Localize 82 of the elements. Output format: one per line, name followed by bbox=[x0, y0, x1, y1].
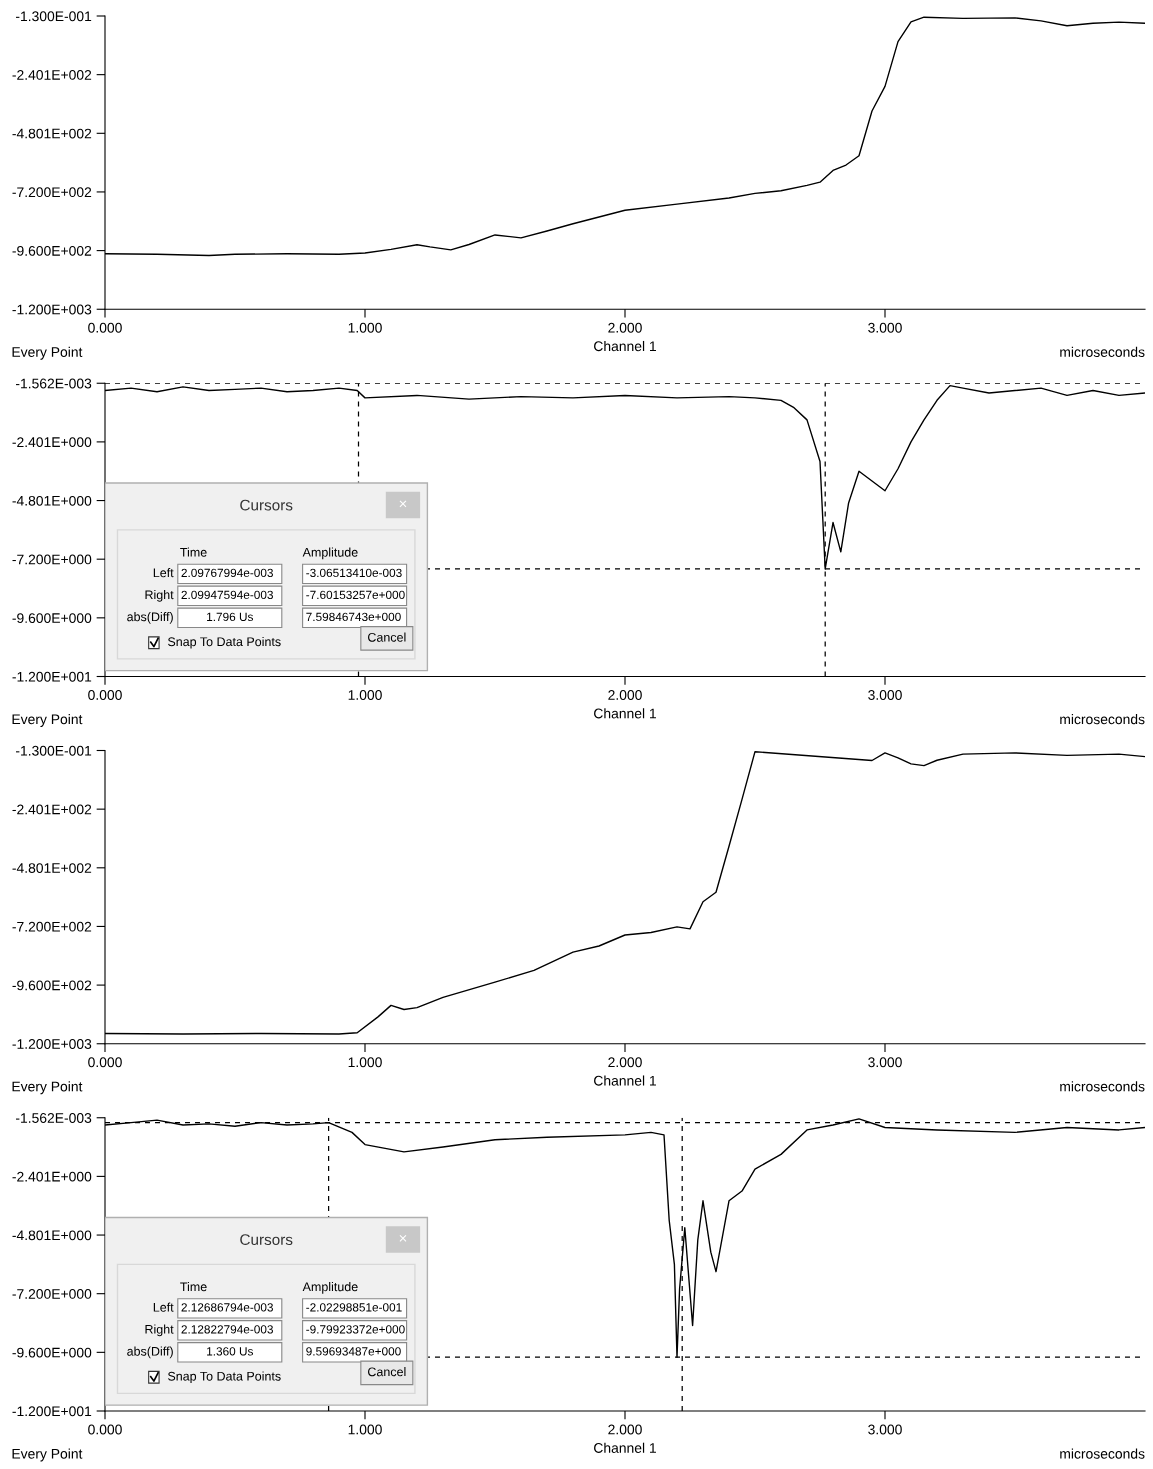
x-tick-label: 3.000 bbox=[868, 690, 902, 700]
annotation: 2.12822794e-003 bbox=[181, 1325, 273, 1334]
annotation: -3.06513410e-003 bbox=[306, 568, 402, 578]
x-tick-label: 1.000 bbox=[348, 1057, 382, 1068]
annotation: Amplitude bbox=[302, 1282, 358, 1294]
annotation: Snap To Data Points bbox=[167, 1371, 281, 1384]
x-tick-label: 0.000 bbox=[88, 690, 122, 700]
y-tick-label: -7.200E+002 bbox=[12, 187, 92, 198]
y-tick-label: -1.200E+001 bbox=[12, 671, 92, 682]
x-axis-title: Channel 1 bbox=[594, 1075, 656, 1086]
annotation: Right bbox=[145, 590, 174, 602]
y-tick-label: -2.401E+002 bbox=[12, 69, 92, 80]
annotation: Cursors bbox=[240, 1234, 293, 1246]
y-tick-label: -1.562E-003 bbox=[15, 378, 92, 389]
annotation: Cancel bbox=[368, 1367, 406, 1377]
x-tick-label: 3.000 bbox=[868, 322, 902, 333]
y-tick-label: -9.600E+002 bbox=[12, 245, 92, 256]
annotation: 1.796 Us bbox=[207, 612, 253, 622]
x-axis-title: Channel 1 bbox=[594, 1442, 656, 1453]
x-tick-label: 2.000 bbox=[608, 1424, 642, 1435]
text: Every Point bbox=[12, 346, 83, 360]
y-tick-label: -1.200E+003 bbox=[12, 304, 92, 315]
x-tick-label: 0.000 bbox=[88, 1424, 122, 1435]
x-tick-label: 2.000 bbox=[608, 690, 642, 700]
x-tick-label: 2.000 bbox=[608, 322, 642, 333]
x-axis-title: Channel 1 bbox=[594, 340, 656, 352]
text: microseconds bbox=[1060, 714, 1145, 725]
y-tick-label: -4.801E+000 bbox=[12, 495, 92, 506]
annotation: abs(Diff) bbox=[127, 1346, 173, 1359]
annotation: Cancel bbox=[368, 632, 406, 642]
annotation: abs(Diff) bbox=[127, 612, 173, 624]
annotation: -7.60153257e+000 bbox=[306, 590, 405, 600]
y-tick-label: -2.401E+002 bbox=[12, 804, 92, 815]
text: Every Point bbox=[12, 1448, 83, 1462]
y-tick-label: -9.600E+000 bbox=[12, 613, 92, 624]
annotation: 2.09767994e-003 bbox=[181, 568, 273, 578]
annotation: -2.02298851e-001 bbox=[306, 1303, 402, 1312]
y-tick-label: -4.801E+002 bbox=[12, 128, 92, 139]
y-tick-label: -7.200E+000 bbox=[12, 1289, 92, 1299]
text: microseconds bbox=[1060, 1081, 1145, 1092]
text: microseconds bbox=[1060, 346, 1145, 357]
x-tick-label: 1.000 bbox=[348, 1424, 382, 1435]
text: Every Point bbox=[12, 714, 83, 727]
annotation: Cursors bbox=[240, 499, 293, 511]
y-tick-label: -2.401E+000 bbox=[12, 437, 92, 448]
annotation: × bbox=[399, 500, 407, 508]
text: Every Point bbox=[12, 1081, 83, 1095]
x-tick-label: 3.000 bbox=[868, 1424, 902, 1435]
y-tick-label: -4.801E+002 bbox=[12, 863, 92, 873]
y-tick-label: -7.200E+000 bbox=[12, 554, 92, 565]
y-tick-label: -1.300E-001 bbox=[15, 745, 92, 756]
annotation: 9.59693487e+000 bbox=[306, 1347, 401, 1356]
x-tick-label: 1.000 bbox=[348, 690, 382, 700]
y-tick-label: -4.801E+000 bbox=[12, 1230, 92, 1241]
annotation: 2.09947594e-003 bbox=[181, 590, 273, 600]
x-tick-label: 0.000 bbox=[88, 1057, 122, 1068]
y-tick-label: -1.200E+001 bbox=[12, 1406, 92, 1417]
annotation: Right bbox=[145, 1324, 174, 1337]
annotation: Left bbox=[153, 568, 174, 578]
annotation: Amplitude bbox=[302, 547, 358, 560]
annotation: × bbox=[399, 1234, 407, 1242]
annotation: Left bbox=[153, 1302, 174, 1312]
y-tick-label: -2.401E+000 bbox=[12, 1171, 92, 1182]
x-tick-label: 2.000 bbox=[608, 1057, 642, 1068]
annotation: Time bbox=[180, 1282, 207, 1292]
annotation: 7.59846743e+000 bbox=[306, 612, 401, 622]
y-tick-label: -9.600E+000 bbox=[12, 1347, 92, 1358]
annotation: 1.360 Us bbox=[207, 1347, 253, 1356]
x-tick-label: 3.000 bbox=[868, 1057, 902, 1068]
x-axis-title: Channel 1 bbox=[594, 708, 656, 719]
y-tick-label: -1.200E+003 bbox=[12, 1039, 92, 1049]
y-tick-label: -9.600E+002 bbox=[12, 980, 92, 991]
text: microseconds bbox=[1060, 1448, 1145, 1459]
x-tick-label: 0.000 bbox=[88, 322, 122, 333]
annotation: -9.79923372e+000 bbox=[306, 1325, 405, 1334]
y-tick-label: -7.200E+002 bbox=[12, 921, 92, 932]
annotation: 2.12686794e-003 bbox=[181, 1303, 273, 1312]
annotation: Time bbox=[180, 547, 207, 557]
x-tick-label: 1.000 bbox=[348, 322, 382, 333]
y-tick-label: -1.562E-003 bbox=[15, 1113, 92, 1123]
y-tick-label: -1.300E-001 bbox=[15, 11, 92, 22]
annotation: Snap To Data Points bbox=[167, 636, 281, 649]
